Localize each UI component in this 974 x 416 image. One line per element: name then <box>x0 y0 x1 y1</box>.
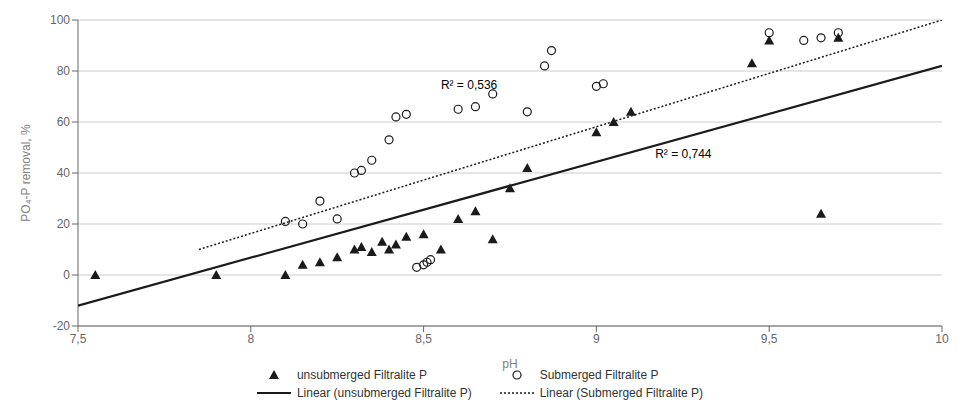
svg-text:8,5: 8,5 <box>415 332 432 346</box>
svg-text:40: 40 <box>57 166 71 180</box>
svg-text:20: 20 <box>57 217 71 231</box>
svg-text:80: 80 <box>57 64 71 78</box>
svg-text:7,5: 7,5 <box>70 332 87 346</box>
svg-text:PO₄-P removal, %: PO₄-P removal, % <box>19 124 33 222</box>
svg-text:9,5: 9,5 <box>761 332 778 346</box>
svg-text:-20: -20 <box>53 319 71 333</box>
svg-text:R² = 0,744: R² = 0,744 <box>655 147 712 161</box>
html-text:Linear (Submerged Filtralite P: Linear (Submerged Filtralite P) <box>539 386 704 400</box>
svg-text:9: 9 <box>593 332 600 346</box>
svg-text:60: 60 <box>57 115 71 129</box>
svg-text:0: 0 <box>63 268 70 282</box>
svg-text:R² = 0,536: R² = 0,536 <box>441 78 498 92</box>
svg-text:8: 8 <box>247 332 254 346</box>
svg-text:pH: pH <box>502 357 517 371</box>
html-text:Linear (unsubmerged Filtralite: Linear (unsubmerged Filtralite P) <box>296 386 472 400</box>
html-text:Submerged Filtralite P: Submerged Filtralite P <box>539 368 659 382</box>
html-text:unsubmerged Filtralite P: unsubmerged Filtralite P <box>296 368 427 382</box>
svg-text:10: 10 <box>935 332 949 346</box>
svg-text:100: 100 <box>50 13 70 27</box>
